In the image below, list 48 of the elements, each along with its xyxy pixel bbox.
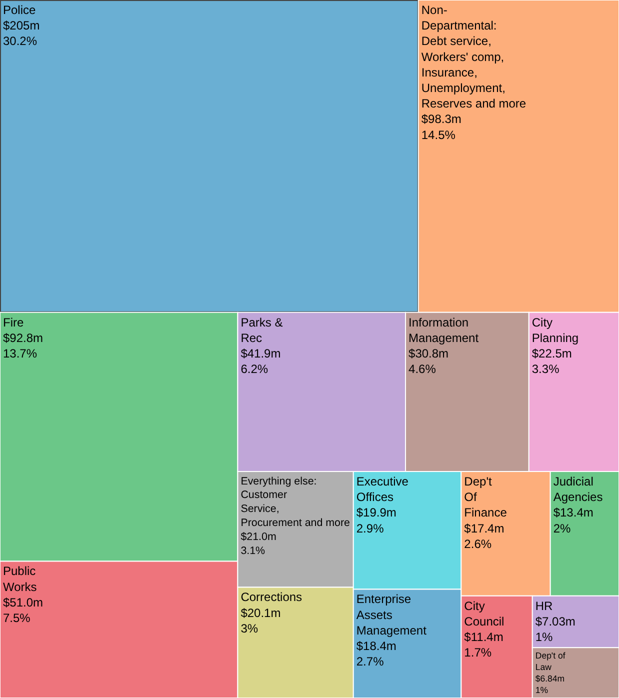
text: 2.7% — [356, 654, 384, 669]
data-label: $6.84m — [535, 673, 565, 684]
category-label: Judicial Agencies — [553, 474, 603, 504]
category-label: Dep't of Law — [535, 650, 566, 672]
text: 1.7% — [464, 646, 492, 660]
data-label: $20.1m — [240, 606, 281, 620]
category-label: Dep't Of Finance — [464, 474, 508, 520]
data-label: $205m — [3, 18, 40, 33]
data-label: $17.4m — [464, 521, 504, 536]
text: 3.1% — [240, 544, 266, 557]
data-label: $11.4m — [464, 630, 504, 644]
category-label: Public Works — [3, 564, 37, 594]
text: 4.6% — [408, 362, 436, 376]
category-label: Executive Offices — [356, 474, 409, 504]
category-label: HR — [535, 598, 554, 613]
category-label: City Council — [464, 598, 504, 629]
category-label: Parks & Rec — [240, 315, 283, 345]
data-label: $22.5m — [532, 346, 572, 361]
text: 13.7% — [3, 346, 38, 361]
text: 1% — [535, 684, 548, 695]
data-label: $92.8m — [3, 330, 44, 345]
data-label: $19.9m — [356, 506, 396, 520]
category-label: Corrections — [240, 590, 302, 604]
data-label: $21.0m — [240, 530, 276, 543]
text: 2.9% — [356, 521, 384, 536]
text: 1% — [535, 630, 554, 644]
data-label: $51.0m — [3, 595, 44, 610]
data-label: $98.3m — [421, 112, 462, 126]
category-label: Police — [3, 3, 36, 17]
data-label: $41.9m — [240, 346, 281, 361]
text: 14.5% — [421, 128, 456, 142]
text: 3.3% — [532, 362, 560, 376]
text: 3% — [240, 621, 258, 636]
category-label: City Planning — [532, 315, 579, 345]
text: 30.2% — [3, 34, 38, 48]
category-label: Information Management — [408, 315, 480, 345]
data-label: $30.8m — [408, 346, 449, 361]
text: 2% — [553, 521, 572, 536]
data-label: $13.4m — [553, 506, 594, 520]
data-label: $7.03m — [535, 614, 576, 629]
category-label: Fire — [3, 315, 24, 330]
category-label: Everything else: Customer Service, Procurement and more — [240, 475, 350, 530]
text: 6.2% — [240, 362, 268, 376]
category-label: Enterprise Assets Management — [356, 592, 428, 638]
data-label: $18.4m — [356, 638, 396, 653]
category-label: Non- Departmental: Debt service, Workers' comp, Insurance, Unemployment, Reserves and more — [421, 3, 526, 111]
text: 7.5% — [3, 611, 31, 626]
text: 2.6% — [464, 536, 492, 551]
